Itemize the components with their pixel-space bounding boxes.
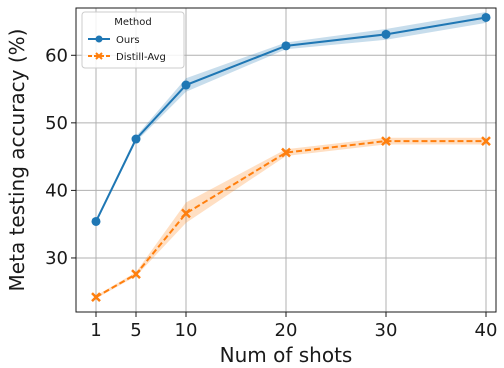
- x-tick-label: 1: [90, 320, 101, 341]
- ours-point: [281, 41, 291, 51]
- ours-point: [181, 80, 191, 90]
- legend-title: Method: [114, 17, 152, 28]
- legend-label: Ours: [116, 35, 140, 46]
- legend-swatch-marker: [95, 52, 103, 60]
- series-markers: [91, 12, 491, 303]
- ours-line: [95, 16, 487, 222]
- y-tick-label: 60: [45, 45, 68, 66]
- distill-avg-point: [91, 292, 101, 303]
- x-marker-stroke: [181, 208, 191, 219]
- x-marker-stroke: [131, 269, 141, 280]
- legend-swatch-marker: [95, 35, 103, 43]
- distill-avg-point: [481, 136, 491, 146]
- legend: Method Ours Distill-Avg: [81, 11, 185, 69]
- series-lines: [95, 16, 487, 299]
- x-marker-stroke: [381, 136, 391, 146]
- y-tick-label: 40: [45, 180, 68, 201]
- distill-avg-point: [181, 208, 191, 219]
- tick-labels: 1 5 10 20 30 40 30 40 50 60: [45, 45, 497, 341]
- legend-label: Distill-Avg: [116, 52, 166, 63]
- legend-entry-ours: Ours: [88, 35, 140, 46]
- y-tick-label: 50: [45, 113, 68, 134]
- distill-avg-point: [281, 147, 291, 158]
- ours-point: [91, 216, 101, 226]
- y-axis-label: Meta testing accuracy (%): [5, 29, 29, 292]
- legend-entries: Ours Distill-Avg: [88, 35, 166, 63]
- y-tick-label: 30: [45, 248, 68, 269]
- legend-entry-distill-avg: Distill-Avg: [88, 52, 166, 63]
- x-marker-stroke: [91, 292, 101, 303]
- distill-avg-point: [131, 269, 141, 280]
- x-marker-stroke: [281, 147, 291, 158]
- x-axis-label: Num of shots: [220, 343, 353, 367]
- x-tick-label: 40: [475, 320, 498, 341]
- legend-box: [81, 11, 185, 69]
- x-tick-label: 20: [275, 320, 298, 341]
- x-marker-stroke: [481, 136, 491, 146]
- ours-point: [381, 29, 391, 39]
- distill-avg-line: [95, 140, 486, 299]
- distill-avg-band: [96, 137, 486, 299]
- distill-avg-point: [381, 136, 391, 146]
- x-tick-label: 30: [375, 320, 398, 341]
- x-tick-label: 10: [175, 320, 198, 341]
- ours-point: [481, 12, 491, 22]
- x-tick-label: 5: [130, 320, 141, 341]
- ours-point: [131, 134, 141, 144]
